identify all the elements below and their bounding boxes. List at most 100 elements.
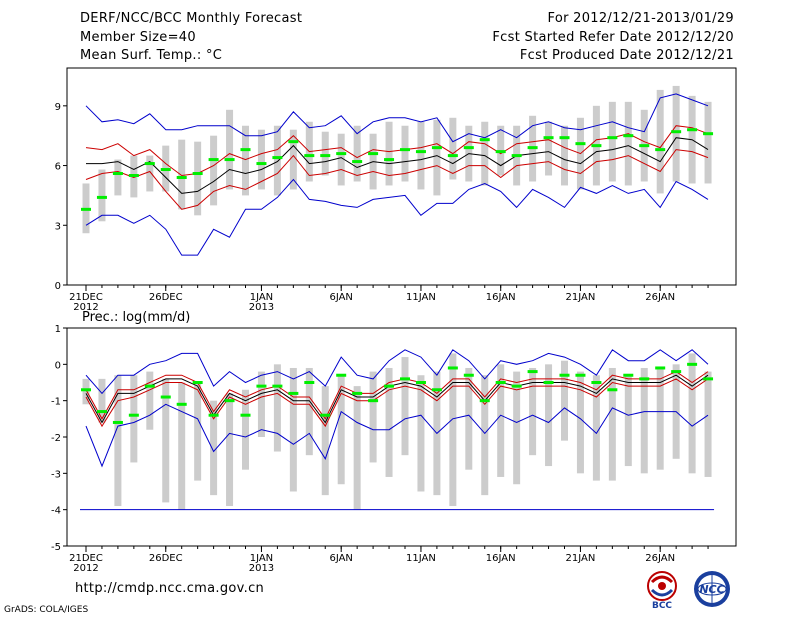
panel2-ytick-label: -1 bbox=[51, 397, 61, 408]
panel1-frame bbox=[66, 67, 737, 286]
panel1-mean-marker bbox=[272, 156, 283, 160]
panel1-ytick-label: 0 bbox=[55, 281, 61, 292]
panel2-mean-marker bbox=[400, 377, 410, 381]
panel2-xtick-sublabel: 2012 bbox=[73, 563, 98, 574]
panel2-ytick-label: -2 bbox=[51, 433, 61, 444]
panel2-range-bar bbox=[401, 357, 409, 456]
panel2-xtick-label: 21JAN bbox=[566, 553, 596, 564]
panel1-mean-marker bbox=[687, 128, 698, 132]
panel1-range-bar bbox=[98, 169, 106, 222]
panel1-xtick-sublabel: 2012 bbox=[73, 302, 98, 313]
panel1-range-bar bbox=[545, 121, 553, 176]
panel1-xtick-label: 21JAN bbox=[566, 292, 596, 303]
panel1-mean-marker bbox=[192, 172, 203, 176]
panel2-range-bar bbox=[82, 378, 90, 405]
panel2-range-bar bbox=[417, 375, 425, 492]
panel2-ytick-label: -3 bbox=[51, 469, 61, 480]
panel2-mean-marker bbox=[272, 384, 283, 388]
panel2-range-bar bbox=[98, 378, 106, 423]
panel2-range-bar bbox=[688, 353, 696, 474]
panel1-range-bar bbox=[114, 159, 122, 196]
panel2-mean-marker bbox=[112, 420, 123, 424]
panel1-mean-marker bbox=[431, 146, 442, 150]
panel1-mean-marker bbox=[623, 134, 634, 138]
panel2-ytick-label: -4 bbox=[51, 506, 61, 517]
panel1-mean-marker bbox=[607, 136, 618, 140]
panel1-range-bar bbox=[481, 121, 489, 186]
panel1-range-bar bbox=[624, 101, 632, 186]
panel1-range-bar bbox=[608, 101, 616, 182]
panel2-range-bar bbox=[592, 375, 600, 481]
panel2-range-bar bbox=[226, 393, 234, 507]
panel1-range-bar bbox=[417, 121, 425, 190]
panel2-xtick-label: 1JAN bbox=[250, 553, 273, 564]
panel2-mean-marker bbox=[591, 381, 602, 384]
panel1-range-bar bbox=[273, 125, 281, 196]
panel2-range-bar bbox=[289, 367, 297, 492]
panel1-range-bar bbox=[561, 125, 568, 186]
panel2-mean-marker bbox=[128, 413, 139, 417]
panel1-mean-marker bbox=[511, 154, 522, 158]
panel2-mean-marker bbox=[687, 362, 698, 366]
panel1-mean-marker bbox=[703, 132, 714, 136]
panel1-mean-marker bbox=[256, 162, 267, 166]
panel2-mean-marker bbox=[288, 391, 299, 395]
panel2-range-bar bbox=[305, 367, 313, 456]
panel2-mean-marker bbox=[192, 381, 203, 384]
panel2-range-bar bbox=[449, 353, 457, 507]
panel1-mean-marker bbox=[368, 152, 379, 156]
panel2-range-bar bbox=[608, 367, 616, 481]
panel1-p75-line bbox=[85, 125, 709, 177]
panel1-max-line bbox=[85, 93, 709, 143]
panel1-mean-marker bbox=[81, 207, 91, 211]
panel1-range-bar bbox=[337, 133, 345, 186]
panel2-mean-marker bbox=[320, 413, 331, 417]
panel2-range-bar bbox=[337, 375, 345, 485]
panel1-mean-marker bbox=[320, 154, 331, 158]
panel2-mean-marker bbox=[304, 381, 315, 384]
panel1-mean-marker bbox=[415, 150, 426, 154]
produced-date: Fcst Produced Date 2012/12/21 bbox=[519, 48, 734, 63]
panel2-range-bar bbox=[545, 364, 553, 467]
panel1-mean-marker bbox=[655, 148, 666, 152]
panel2-mean-marker bbox=[81, 388, 91, 392]
panel2-range-bar bbox=[114, 375, 122, 507]
panel1-mean-marker bbox=[208, 158, 219, 162]
panel1-mean-marker bbox=[288, 140, 299, 144]
panel2-mean-marker bbox=[431, 388, 442, 392]
panel2-range-bar bbox=[257, 371, 265, 437]
source-url[interactable]: http://cmdp.ncc.cma.gov.cn bbox=[75, 581, 265, 596]
panel1-mean-marker bbox=[112, 172, 123, 176]
panel2-range-bar bbox=[481, 375, 489, 496]
panel1-ytick-label: 9 bbox=[55, 102, 61, 113]
panel1-xtick-label: 6JAN bbox=[329, 292, 352, 303]
panel2-min-line bbox=[85, 403, 709, 468]
panel2-mean-marker bbox=[671, 370, 682, 374]
panel2-mean-marker bbox=[160, 395, 171, 399]
panel2-mean-marker bbox=[575, 373, 586, 377]
panel2-median-line bbox=[85, 374, 709, 424]
panel1-range-bar bbox=[321, 131, 329, 176]
panel2-mean-marker bbox=[368, 399, 379, 403]
panel2-range-bar bbox=[385, 367, 393, 477]
panel1-min-line bbox=[85, 178, 709, 256]
panel2-range-bar bbox=[321, 386, 329, 496]
bcc-logo-text: BCC bbox=[652, 601, 672, 610]
panel1-range-bar bbox=[401, 125, 409, 182]
panel2-range-bar bbox=[242, 389, 249, 470]
panel2-range-bar bbox=[513, 371, 521, 485]
panel1-mean-marker bbox=[447, 154, 458, 158]
panel1-range-bar bbox=[289, 129, 297, 190]
panel2-mean-marker bbox=[208, 413, 219, 417]
member-size: Member Size=40 bbox=[80, 30, 196, 45]
panel2-range-bar bbox=[576, 371, 584, 474]
panel1-range-bar bbox=[194, 141, 202, 216]
panel1-mean-marker bbox=[559, 136, 570, 140]
panel1-mean-marker bbox=[304, 154, 315, 158]
panel2-p75-line bbox=[85, 371, 709, 420]
panel2-mean-marker bbox=[384, 384, 395, 388]
panel2-mean-marker bbox=[176, 402, 187, 406]
panel2-max-line bbox=[85, 349, 709, 395]
panel2-mean-marker bbox=[495, 381, 506, 384]
